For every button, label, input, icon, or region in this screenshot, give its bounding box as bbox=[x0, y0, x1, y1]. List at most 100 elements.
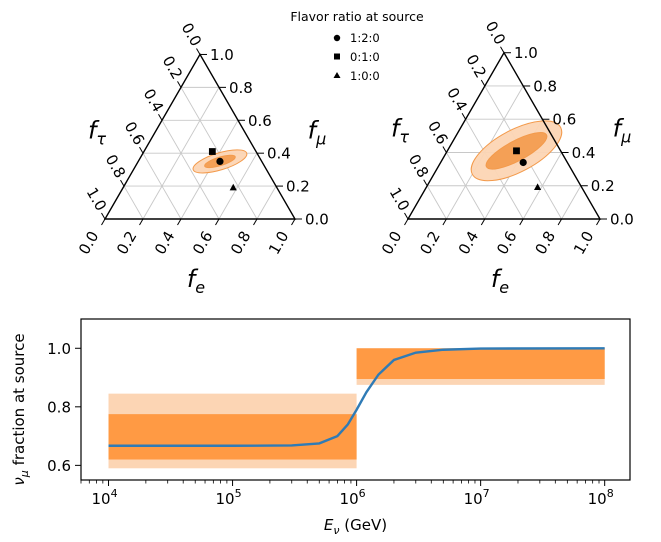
ftau-tick-label: 0.8 bbox=[102, 151, 130, 181]
ternary-frame bbox=[103, 53, 297, 220]
numu-fraction-curve bbox=[108, 347, 605, 447]
y-axis-label-symbol: ν bbox=[10, 477, 28, 485]
flavor-point-1-0-0 bbox=[229, 183, 237, 191]
x-tick-mantissa: 10 bbox=[340, 490, 359, 508]
ternary-frame bbox=[406, 51, 602, 220]
x-tick-exponent: 5 bbox=[235, 487, 242, 500]
fmu-tick-label: 0.2 bbox=[286, 178, 310, 196]
gridline bbox=[123, 185, 144, 220]
fmu-tick-label: 1.0 bbox=[514, 44, 538, 62]
x-tick-mantissa: 10 bbox=[91, 490, 110, 508]
ftau-tick-label: 1.0 bbox=[386, 184, 414, 214]
legend-item-label: 1:0:0 bbox=[350, 69, 380, 83]
fmu-tick-label: 0.8 bbox=[533, 77, 557, 95]
x-tick-exponent: 7 bbox=[483, 487, 490, 500]
fmu-tick-label: 0.6 bbox=[552, 111, 576, 129]
axis-label-subscript: τ bbox=[399, 128, 409, 147]
x-tick-label: 107 bbox=[464, 487, 490, 508]
ternary-plot-right: 0.0 0.0 0.0 0.2 0.2 0.2 0.4 0.4 0.4 0.6 0.6 0.6 0.8 0… bbox=[378, 18, 634, 297]
legend-item-label: 0:1:0 bbox=[350, 50, 380, 64]
tick-mark bbox=[177, 218, 182, 226]
x-axis-label: Eν (GeV) bbox=[324, 516, 387, 537]
tick-mark bbox=[442, 146, 447, 153]
legend: Flavor ratio at source 1:2:0 0:1:0 1:0:0 bbox=[290, 9, 424, 83]
legend-item: 1:2:0 bbox=[333, 31, 380, 45]
x-tick-mantissa: 10 bbox=[588, 490, 607, 508]
x-axis-label-main: E bbox=[324, 516, 334, 534]
fe-tick-label: 0.2 bbox=[113, 228, 141, 258]
fe-tick-label: 0.0 bbox=[75, 228, 103, 258]
tick-mark bbox=[101, 212, 106, 220]
x-tick-mantissa: 10 bbox=[464, 490, 483, 508]
fmu-tick-label: 0.0 bbox=[610, 211, 634, 229]
fe-tick-label: 0.6 bbox=[493, 228, 521, 258]
uncertainty-band bbox=[356, 348, 605, 380]
x-tick-exponent: 6 bbox=[359, 487, 366, 500]
ftau-tick-label: 0.4 bbox=[140, 86, 168, 116]
x-axis-label-unit: (GeV) bbox=[340, 516, 388, 534]
plot-frame bbox=[80, 318, 631, 481]
x-tick-label: 105 bbox=[216, 487, 242, 508]
fe-tick-label: 0.0 bbox=[378, 228, 406, 258]
fe-tick-label: 0.2 bbox=[416, 228, 444, 258]
tick-mark bbox=[500, 46, 505, 53]
tick-mark bbox=[158, 114, 163, 121]
x-tick-label: 108 bbox=[588, 487, 614, 508]
fe-tick-label: 0.8 bbox=[227, 228, 255, 258]
fe-tick-label: 0.4 bbox=[151, 228, 179, 258]
axis-label-subscript: μ bbox=[620, 128, 631, 147]
flavor-point-0-1-0 bbox=[513, 147, 520, 155]
x-tick-exponent: 4 bbox=[111, 487, 118, 500]
gridline bbox=[426, 185, 447, 220]
fmu-axis-label: fμ bbox=[308, 116, 327, 148]
tick-mark bbox=[215, 218, 220, 226]
x-tick-mantissa: 10 bbox=[216, 490, 235, 508]
legend-circle-marker bbox=[333, 34, 341, 42]
ftau-tick-label: 0.0 bbox=[178, 20, 206, 50]
x-axis-label-sub: ν bbox=[333, 524, 339, 537]
tick-mark bbox=[480, 218, 486, 226]
fmu-axis-label: fμ bbox=[613, 115, 632, 147]
tick-mark bbox=[139, 146, 144, 154]
y-axis-label-text: fraction at source bbox=[10, 333, 28, 470]
ftau-tick-label: 0.6 bbox=[424, 118, 452, 148]
fe-tick-label: 0.4 bbox=[455, 228, 483, 258]
ftau-tick-label: 0.8 bbox=[405, 151, 433, 181]
legend-title: Flavor ratio at source bbox=[290, 9, 424, 24]
tick-mark bbox=[557, 218, 563, 226]
axis-label-subscript: e bbox=[195, 278, 205, 297]
x-tick-label: 104 bbox=[91, 487, 117, 508]
gridline bbox=[256, 185, 277, 220]
fe-tick-label: 1.0 bbox=[570, 228, 598, 258]
gridline bbox=[161, 120, 220, 220]
ternary-plot-left: 0.00.00.00.20.20.20.40.40.40.60.60.60.80… bbox=[75, 20, 329, 297]
tick-mark bbox=[101, 218, 106, 226]
tick-mark bbox=[139, 218, 144, 226]
gridline bbox=[561, 185, 582, 220]
fmu-tick-label: 0.4 bbox=[572, 144, 596, 162]
fe-tick-label: 1.0 bbox=[265, 228, 293, 258]
ftau-tick-label: 0.6 bbox=[121, 119, 149, 149]
tick-mark bbox=[442, 218, 447, 226]
flavor-point-1-0-0 bbox=[534, 183, 542, 191]
axis-label-subscript: μ bbox=[315, 129, 326, 148]
fe-axis-label: fe bbox=[491, 265, 509, 297]
fmu-tick-label: 0.2 bbox=[591, 177, 615, 195]
tick-mark bbox=[461, 112, 467, 120]
ftau-axis-label: fτ bbox=[88, 116, 106, 148]
axis-label-subscript: τ bbox=[96, 129, 106, 148]
tick-mark bbox=[253, 218, 258, 226]
y-tick-label: 0.6 bbox=[47, 457, 71, 475]
fmu-tick-label: 0.8 bbox=[229, 79, 253, 97]
ftau-tick-label: 0.2 bbox=[159, 53, 187, 83]
tick-mark bbox=[404, 212, 409, 220]
flavor-point-1-2-0 bbox=[216, 157, 224, 166]
legend-item: 1:0:0 bbox=[333, 69, 380, 83]
tick-mark bbox=[120, 179, 125, 187]
y-axis-label: νμ fraction at source bbox=[10, 333, 31, 485]
legend-item-label: 1:2:0 bbox=[350, 31, 380, 45]
tick-mark bbox=[177, 81, 182, 88]
tick-mark bbox=[404, 218, 409, 226]
